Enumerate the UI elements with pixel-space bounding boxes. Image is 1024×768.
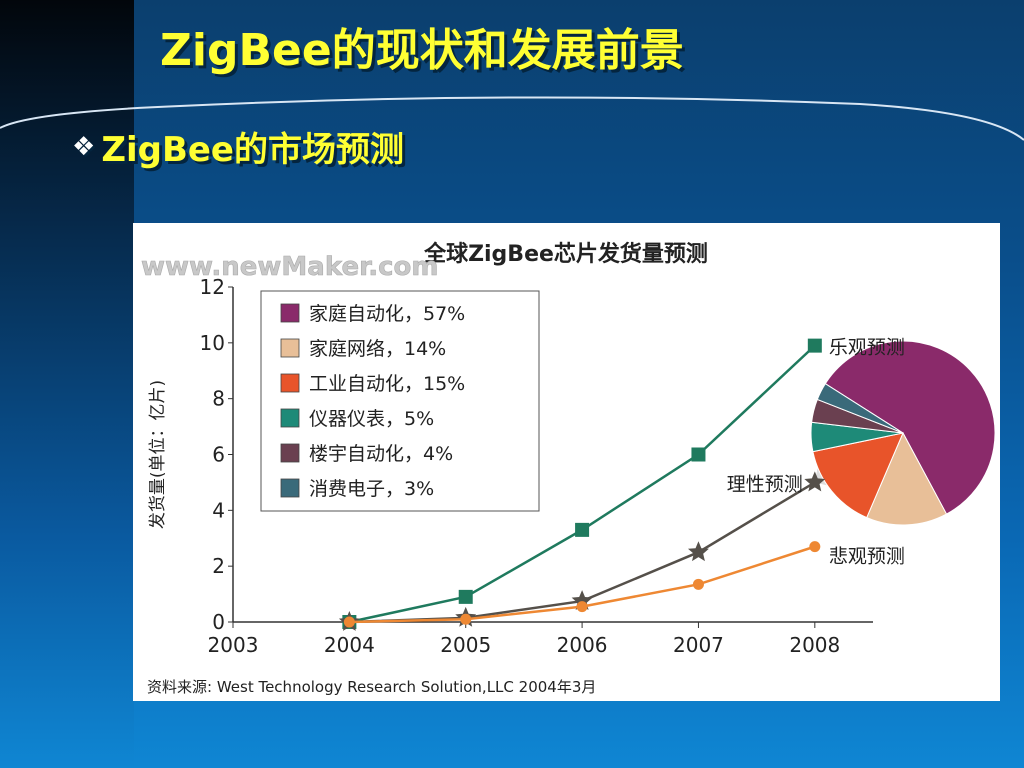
y-tick-label: 12 — [200, 275, 225, 299]
legend-label: 工业自动化，15% — [309, 373, 465, 395]
y-tick-label: 4 — [212, 498, 225, 522]
pie-slice — [824, 340, 996, 515]
x-tick-label: 2008 — [789, 633, 840, 657]
y-tick-label: 10 — [200, 331, 225, 355]
pie-slice — [812, 432, 904, 519]
pie-slice — [816, 383, 904, 434]
x-tick-label: 2005 — [440, 633, 491, 657]
pie-slice — [866, 431, 948, 526]
diamond-quad-icon: ❖ — [72, 131, 96, 162]
legend-label: 家庭自动化，57% — [309, 303, 465, 325]
legend-label: 楼宇自动化，4% — [309, 443, 453, 465]
source-note: 资料来源: West Technology Research Solution,… — [147, 678, 596, 696]
series-label: 悲观预测 — [829, 546, 905, 568]
chart-panel: 全球ZigBee芯片发货量预测 www.newMaker.com 0 2 4 6 8 10 12… — [133, 223, 1000, 701]
y-tick-label: 8 — [212, 387, 225, 411]
data-point — [460, 613, 472, 625]
bullet-text: ZigBee的市场预测 — [101, 130, 404, 170]
legend-swatch — [280, 303, 300, 323]
legend-swatch — [280, 338, 300, 358]
data-point — [807, 338, 822, 353]
legend-label: 仪器仪表，5% — [309, 408, 434, 430]
data-point — [809, 541, 821, 553]
x-tick-label: 2006 — [557, 633, 608, 657]
watermark: www.newMaker.com — [141, 252, 438, 282]
data-point — [458, 589, 473, 604]
legend-swatch — [280, 373, 300, 393]
y-tick-label: 0 — [212, 610, 225, 634]
y-tick-label: 2 — [212, 554, 225, 578]
data-point — [691, 447, 706, 462]
x-tick-label: 2007 — [673, 633, 724, 657]
legend-box — [260, 290, 540, 512]
legend-swatch — [280, 408, 300, 428]
bullet-row: ❖ ZigBee的市场预测 — [72, 122, 404, 171]
series-label: 乐观预测 — [829, 337, 905, 359]
legend-swatch — [280, 443, 300, 463]
legend-label: 家庭网络，14% — [309, 338, 446, 360]
data-point — [343, 616, 355, 628]
data-point — [687, 541, 709, 562]
data-point — [692, 578, 704, 590]
slide-title: ZigBee的现状和发展前景 — [160, 25, 684, 76]
x-tick-label: 2003 — [208, 633, 259, 657]
series-label: 理性预测 — [727, 473, 803, 495]
left-band — [0, 0, 134, 768]
chart-title: 全球ZigBee芯片发货量预测 — [423, 241, 708, 267]
data-point — [804, 471, 826, 492]
y-tick-label: 6 — [212, 443, 225, 467]
data-point — [576, 601, 588, 613]
legend-swatch — [280, 478, 300, 498]
y-axis-label: 发货量(单位：亿片) — [148, 380, 168, 529]
legend-label: 消费电子，3% — [309, 478, 434, 500]
data-point — [575, 522, 590, 537]
x-tick-label: 2004 — [324, 633, 375, 657]
